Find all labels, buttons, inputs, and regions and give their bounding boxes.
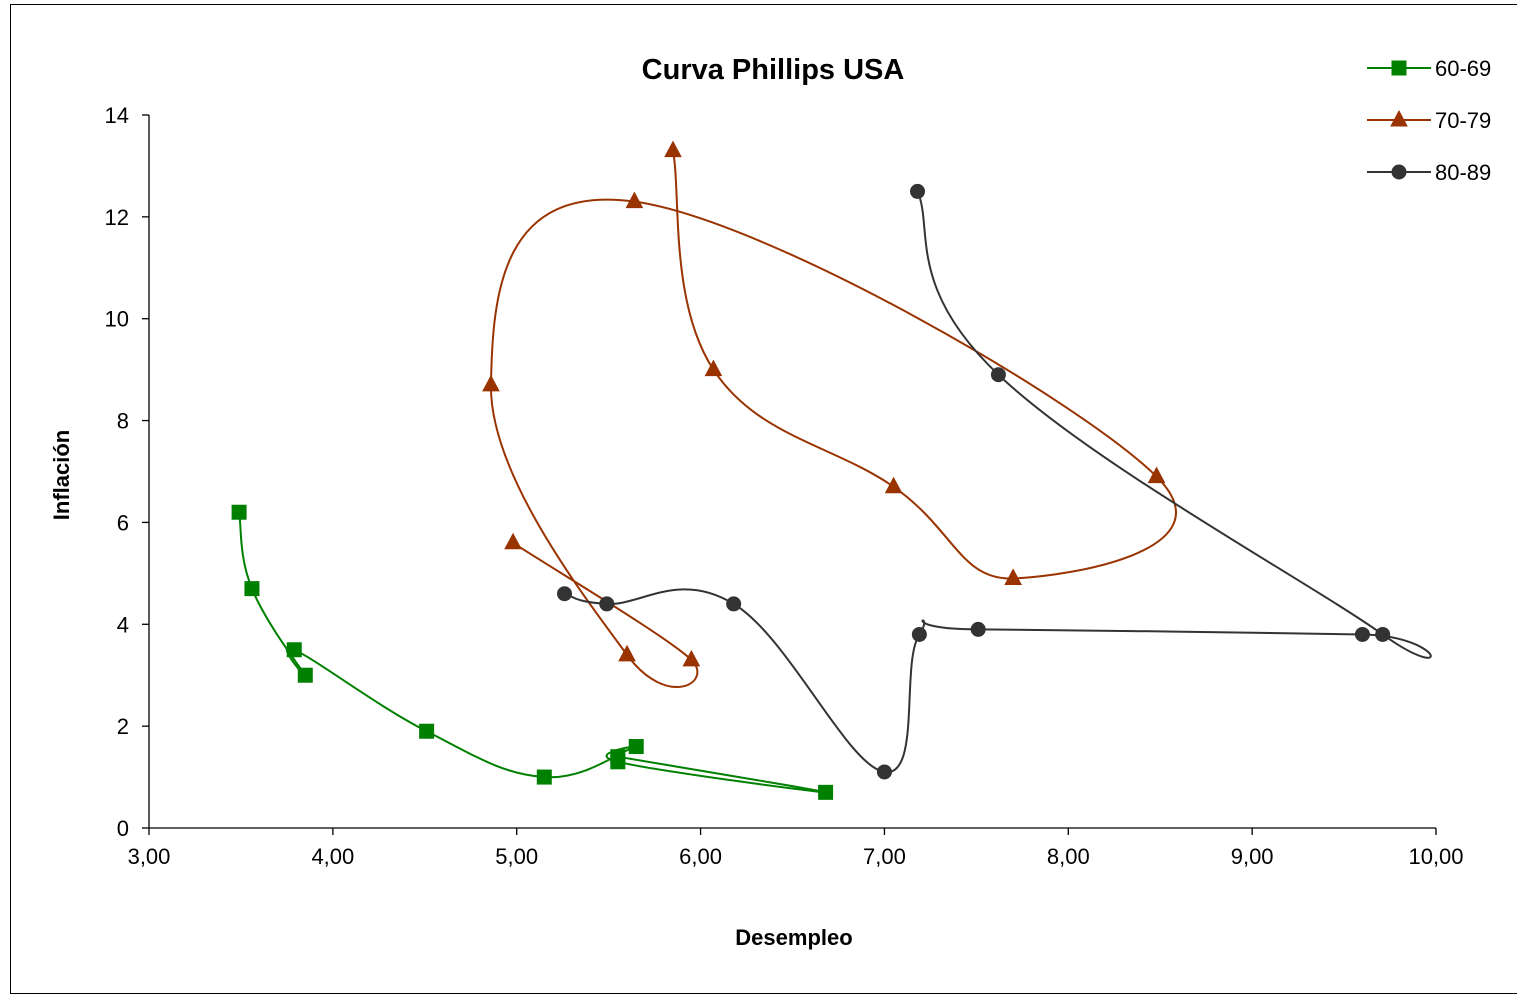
data-point — [244, 581, 260, 597]
y-tick-label: 10 — [105, 307, 129, 332]
data-point — [599, 596, 615, 612]
series-line — [564, 190, 1432, 773]
data-point — [557, 586, 573, 602]
legend-label: 60-69 — [1435, 56, 1491, 81]
data-point — [231, 504, 247, 520]
chart-svg: Curva Phillips USA 3,00 4,00 5,00 6,00 7,00 8… — [49, 54, 1491, 950]
legend-marker — [1391, 164, 1407, 180]
data-point — [504, 532, 522, 550]
data-point — [610, 754, 626, 770]
x-tick-label: 4,00 — [311, 844, 354, 869]
y-tick-label: 6 — [117, 510, 129, 535]
data-point — [911, 626, 927, 642]
data-point — [990, 367, 1006, 383]
legend: 60-69 70-79 80-89 — [1367, 56, 1491, 185]
data-point — [682, 649, 701, 667]
data-point — [1375, 626, 1391, 642]
y-axis-label: Inflación — [49, 430, 74, 520]
data-point — [286, 642, 302, 658]
x-tick-label: 10,00 — [1408, 844, 1463, 869]
chart-title: Curva Phillips USA — [642, 54, 905, 86]
legend-label: 70-79 — [1435, 108, 1491, 133]
data-point — [482, 374, 500, 392]
series-line — [489, 150, 1177, 688]
x-axis-ticks: 3,00 4,00 5,00 6,00 7,00 8,00 9,00 10,00 — [128, 828, 1464, 869]
data-point — [1354, 626, 1370, 642]
data-point — [1004, 568, 1022, 585]
chart-frame: Curva Phillips USA 3,00 4,00 5,00 6,00 7,00 8… — [10, 4, 1517, 994]
x-tick-label: 5,00 — [495, 844, 538, 869]
y-tick-label: 0 — [117, 816, 129, 841]
data-point — [618, 644, 636, 662]
legend-marker — [1390, 109, 1408, 127]
data-point — [419, 723, 435, 739]
y-tick-label: 2 — [117, 714, 129, 739]
data-point — [664, 140, 682, 158]
y-tick-label: 12 — [105, 205, 129, 230]
data-point — [970, 621, 986, 637]
x-axis-label: Desempleo — [735, 925, 852, 950]
y-axis-ticks: 0 2 4 6 8 10 12 14 — [105, 103, 149, 841]
y-tick-label: 8 — [117, 409, 129, 434]
series-60-69 — [231, 504, 834, 800]
data-point — [818, 784, 834, 800]
data-point — [536, 769, 552, 785]
legend-marker — [1391, 60, 1407, 76]
data-point — [1147, 466, 1166, 484]
x-tick-label: 9,00 — [1231, 844, 1274, 869]
y-tick-label: 4 — [117, 612, 129, 637]
series-80-89 — [557, 183, 1432, 780]
x-tick-label: 8,00 — [1047, 844, 1090, 869]
data-point — [726, 596, 742, 612]
x-tick-label: 6,00 — [679, 844, 722, 869]
data-point — [704, 359, 723, 377]
series-70-79 — [482, 140, 1177, 688]
data-point — [297, 667, 313, 683]
data-point — [910, 183, 926, 199]
y-tick-label: 14 — [105, 103, 129, 128]
data-point — [884, 476, 903, 494]
x-tick-label: 3,00 — [128, 844, 171, 869]
data-point — [628, 739, 644, 755]
data-point — [625, 191, 644, 209]
series-layer — [231, 140, 1432, 800]
legend-label: 80-89 — [1435, 160, 1491, 185]
x-tick-label: 7,00 — [863, 844, 906, 869]
series-line — [238, 512, 827, 794]
data-point — [876, 764, 892, 780]
